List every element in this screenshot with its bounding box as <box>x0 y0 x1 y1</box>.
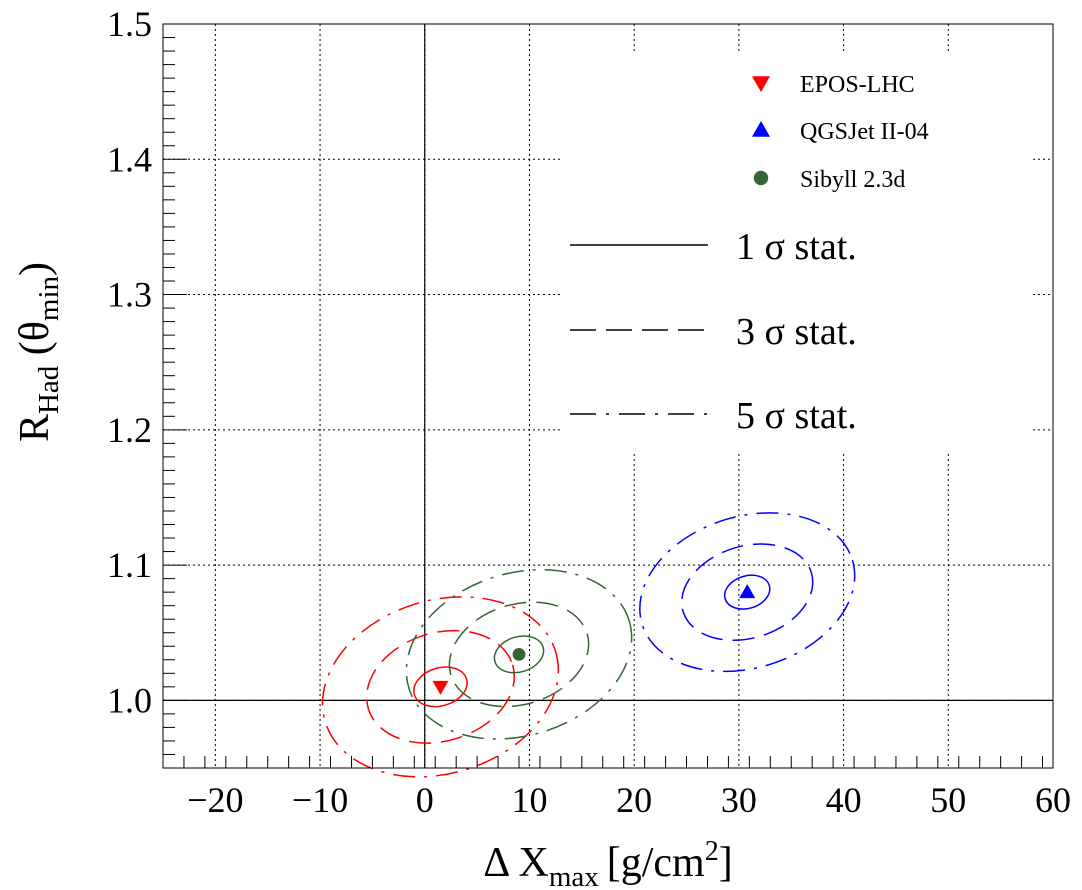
contour-solid <box>413 666 468 708</box>
x-tick-label: 0 <box>416 780 434 820</box>
contours <box>321 512 856 778</box>
y-tick-label: 1.5 <box>107 4 152 44</box>
x-tick-label: 10 <box>511 780 547 820</box>
data-point-sibyll-2-3d <box>512 647 526 661</box>
axis-ticks <box>162 23 1044 769</box>
legend-label: Sibyll 2.3d <box>800 167 905 193</box>
x-tick-label: −10 <box>292 780 348 820</box>
x-tick-label: 50 <box>930 780 966 820</box>
y-tick-label: 1.1 <box>107 545 152 585</box>
y-tick-label: 1.0 <box>107 680 152 720</box>
legend-level-label: 5 σ stat. <box>736 395 857 437</box>
legend-marker <box>753 170 769 186</box>
x-tick-label: 30 <box>721 780 757 820</box>
markers <box>432 584 756 695</box>
y-axis-title: RHad (θmin) <box>12 262 65 442</box>
x-tick-label: −20 <box>187 780 243 820</box>
legend-background <box>560 54 1030 454</box>
legend: EPOS-LHC QGSJet II-04 Sibyll 2.3d 1 σ stat.… <box>570 72 929 437</box>
legend-marker <box>752 121 770 137</box>
contour-dashdot <box>321 596 560 778</box>
axis-tick-labels: −20 −10 0 10 20 30 40 50 60 1.0 1.1 1.2 1.3 1.4 1.5 <box>107 4 1071 820</box>
x-tick-label: 60 <box>1035 780 1071 820</box>
y-tick-label: 1.3 <box>107 275 152 315</box>
data-point-epos-lhc <box>432 680 449 695</box>
x-tick-label: 20 <box>616 780 652 820</box>
contour-solid <box>493 635 545 674</box>
legend-label: QGSJet II-04 <box>800 119 929 145</box>
x-tick-label: 40 <box>826 780 862 820</box>
x-axis-title: Δ Xmax [g/cm2] <box>483 836 732 890</box>
contour-group-epos-lhc <box>321 596 560 778</box>
y-tick-label: 1.4 <box>107 139 152 179</box>
plot-frame <box>162 23 1054 769</box>
legend-marker <box>752 76 770 92</box>
y-tick-label: 1.2 <box>107 410 152 450</box>
legend-level-label: 3 σ stat. <box>736 311 857 353</box>
contour-group-sibyll-2-3d <box>405 569 633 740</box>
contour-dashed <box>448 601 590 708</box>
legend-level-label: 1 σ stat. <box>736 226 857 268</box>
contour-dashed <box>681 543 814 642</box>
legend-label: EPOS-LHC <box>800 72 915 98</box>
contour-dashdot <box>405 569 633 740</box>
contour-solid <box>723 574 771 610</box>
data-point-qgsjet-ii-04 <box>739 584 756 599</box>
reference-lines <box>163 24 1053 768</box>
contour-dashed <box>365 629 516 744</box>
